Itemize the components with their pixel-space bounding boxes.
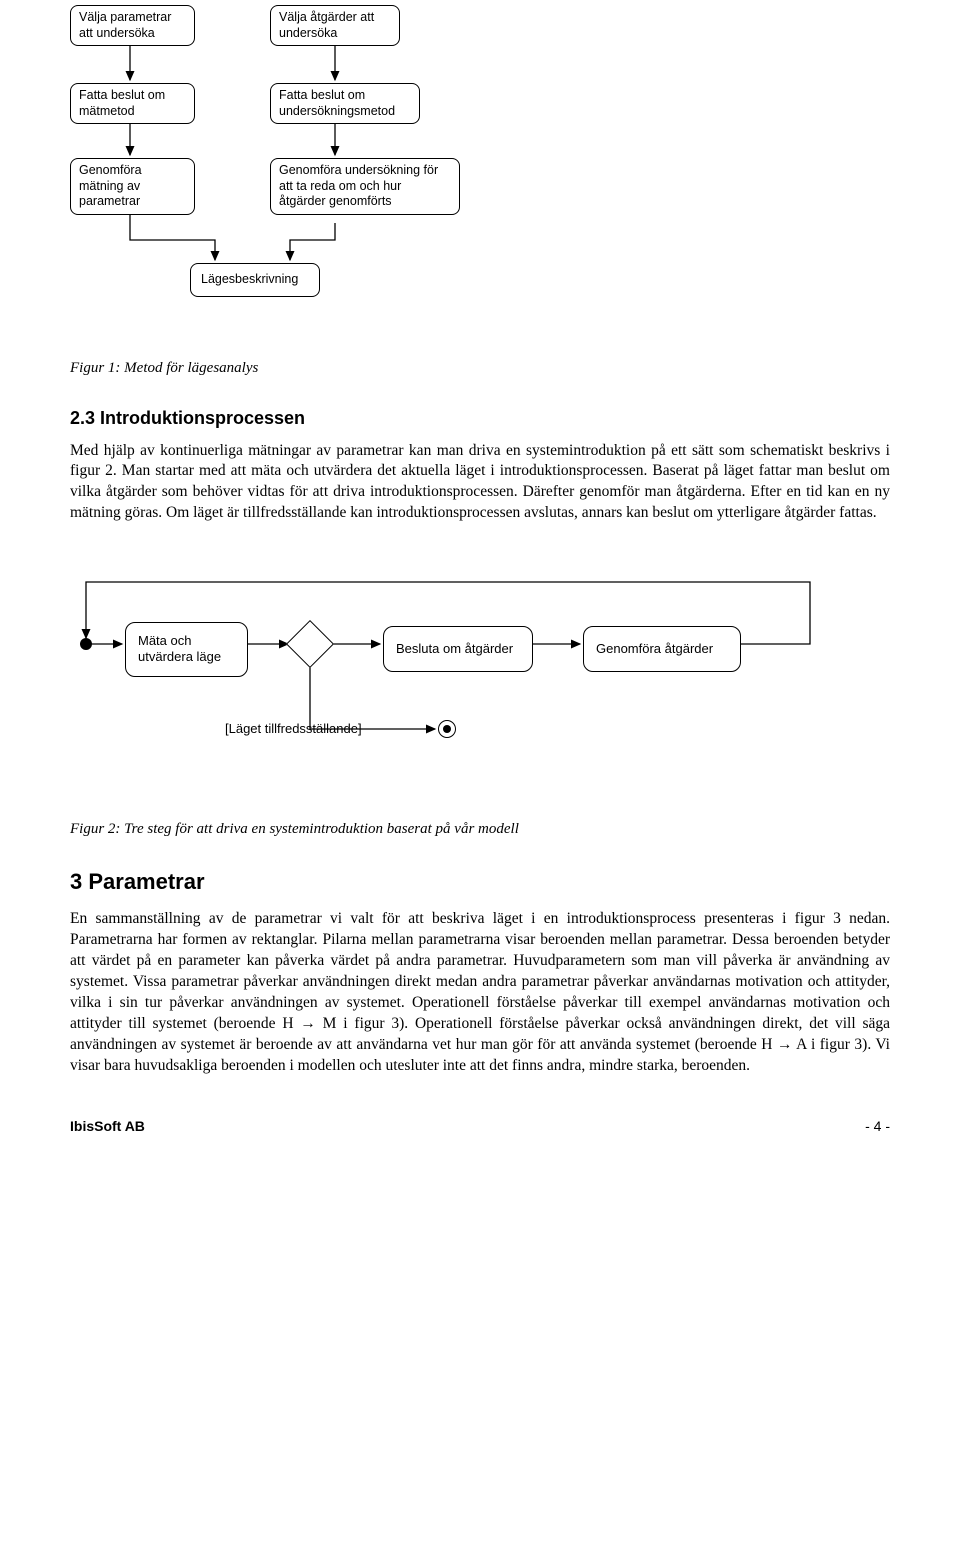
figure-2-diagram: Mäta och utvärdera läge Besluta om åtgär… [70, 564, 890, 794]
flowbox-result: Lägesbeskrivning [190, 263, 320, 297]
flowbox-decide: Besluta om åtgärder [383, 626, 533, 672]
paragraph-parametrar: En sammanställning av de parametrar vi v… [70, 909, 890, 1076]
figure-2-connectors [70, 564, 890, 794]
heading-3: 3 Parametrar [70, 867, 890, 897]
paragraph-intro-process: Med hjälp av kontinuerliga mätningar av … [70, 441, 890, 525]
flowbox-execute: Genomföra åtgärder [583, 626, 741, 672]
flowbox-a2: Fatta beslut om mätmetod [70, 83, 195, 124]
flowbox-b3: Genomföra undersökning för att ta reda o… [270, 158, 460, 215]
footer-company: IbisSoft AB [70, 1117, 145, 1136]
flowbox-a1: Välja parametrar att undersöka [70, 5, 195, 46]
figure-1-caption: Figur 1: Metod för lägesanalys [70, 358, 890, 378]
footer-page-number: - 4 - [865, 1117, 890, 1136]
flowbox-measure: Mäta och utvärdera läge [125, 622, 248, 677]
figure-1-diagram: Välja parametrar att undersöka Välja åtg… [70, 5, 670, 340]
flowbox-b1: Välja åtgärder att undersöka [270, 5, 400, 46]
flowbox-a3: Genomföra mätning av parametrar [70, 158, 195, 215]
guard-label: [Läget tillfredsställande] [225, 720, 362, 738]
figure-2-caption: Figur 2: Tre steg för att driva en syste… [70, 819, 890, 839]
heading-2-3: 2.3 Introduktionsprocessen [70, 406, 890, 430]
page-footer: IbisSoft AB - 4 - [70, 1117, 890, 1156]
flowbox-b2: Fatta beslut om undersökningsmetod [270, 83, 420, 124]
